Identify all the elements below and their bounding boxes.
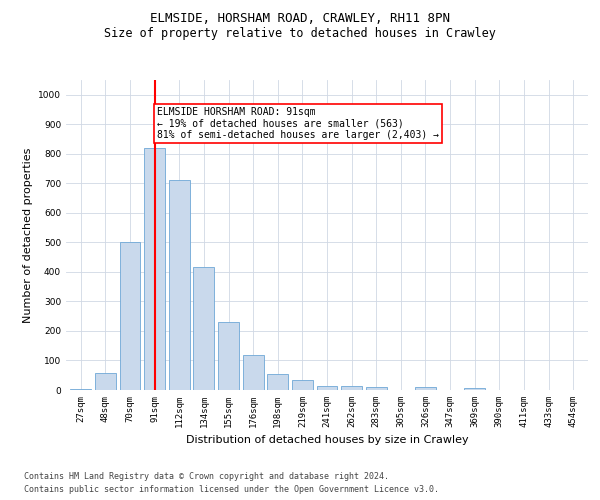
- Bar: [70, 388, 91, 390]
- Text: Size of property relative to detached houses in Crawley: Size of property relative to detached ho…: [104, 28, 496, 40]
- Text: Contains HM Land Registry data © Crown copyright and database right 2024.: Contains HM Land Registry data © Crown c…: [24, 472, 389, 481]
- Bar: [119, 242, 140, 390]
- Bar: [267, 374, 288, 390]
- X-axis label: Distribution of detached houses by size in Crawley: Distribution of detached houses by size …: [185, 436, 469, 446]
- Bar: [144, 148, 165, 390]
- Bar: [366, 387, 387, 390]
- Bar: [193, 266, 214, 390]
- Bar: [317, 386, 337, 390]
- Y-axis label: Number of detached properties: Number of detached properties: [23, 148, 32, 322]
- Text: Contains public sector information licensed under the Open Government Licence v3: Contains public sector information licen…: [24, 485, 439, 494]
- Bar: [341, 386, 362, 390]
- Bar: [292, 380, 313, 390]
- Bar: [169, 180, 190, 390]
- Bar: [415, 387, 436, 390]
- Text: ELMSIDE HORSHAM ROAD: 91sqm
← 19% of detached houses are smaller (563)
81% of se: ELMSIDE HORSHAM ROAD: 91sqm ← 19% of det…: [157, 106, 439, 140]
- Text: ELMSIDE, HORSHAM ROAD, CRAWLEY, RH11 8PN: ELMSIDE, HORSHAM ROAD, CRAWLEY, RH11 8PN: [150, 12, 450, 26]
- Bar: [218, 322, 239, 390]
- Bar: [242, 355, 263, 390]
- Bar: [464, 388, 485, 390]
- Bar: [95, 373, 116, 390]
